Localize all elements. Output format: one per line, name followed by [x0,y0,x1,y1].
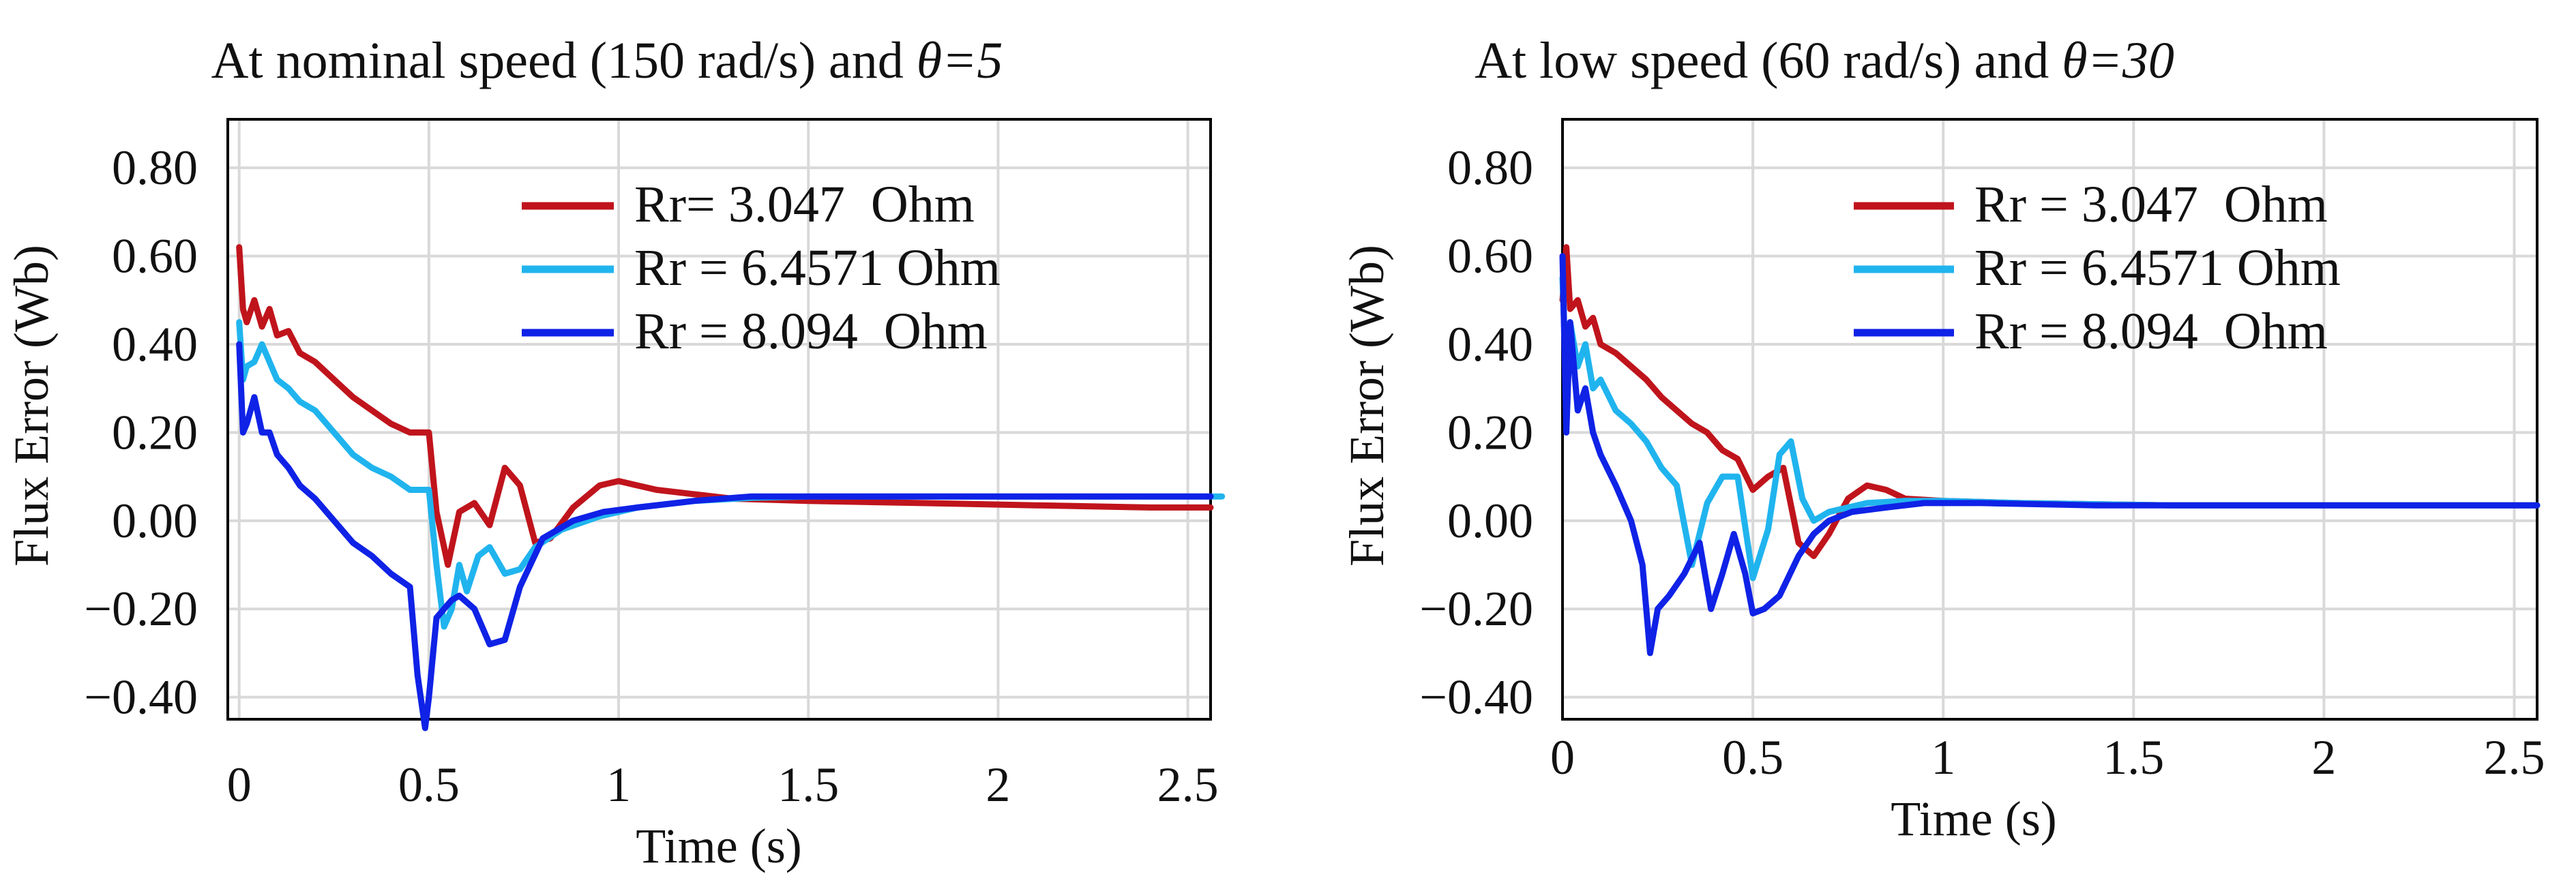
y-tick-label: −0.40 [1419,670,1533,725]
x-axis-ticks: 0 0.5 1 1.5 2 2.5 [227,757,1219,812]
y-axis-label: Flux Error (Wb) [1339,245,1394,567]
legend: Rr= 3.047 Ohm Rr = 6.4571 Ohm Rr = 8.094… [522,176,1001,360]
y-tick-label: 0.60 [112,229,198,284]
legend-label: Rr = 3.047 Ohm [1974,176,2328,233]
x-tick-label: 1.5 [778,757,839,812]
chart-low-speed: At low speed (60 rad/s) and θ=30 Flux Er… [1339,32,2545,846]
y-tick-label: 0.20 [112,405,198,459]
grid [1561,119,2537,719]
x-tick-label: 0 [1550,730,1575,785]
series-line-3 [236,341,1214,732]
y-tick-label: 0.00 [112,494,198,548]
legend-label: Rr = 8.094 Ohm [634,303,988,360]
series-group [1559,244,2541,657]
legend: Rr = 3.047 Ohm Rr = 6.4571 Ohm Rr = 8.09… [1854,176,2341,360]
chart-title: At nominal speed (150 rad/s) and θ=5 [211,32,1003,89]
series-line-2 [1559,275,2541,582]
x-tick-label: 2.5 [2484,730,2545,785]
series-group [236,244,1226,732]
y-tick-label: −0.20 [84,582,198,636]
x-tick-label: 0.5 [1722,730,1783,785]
y-tick-label: 0.60 [1447,229,1533,284]
chart-title: At low speed (60 rad/s) and θ=30 [1475,32,2174,89]
series-line-1 [236,244,1214,568]
x-axis-label: Time (s) [636,819,801,873]
y-tick-label: 0.20 [1447,405,1533,459]
chart-nominal-speed: At nominal speed (150 rad/s) and θ=5 Flu… [4,32,1226,873]
x-tick-label: 1 [1931,730,1955,785]
legend-label: Rr= 3.047 Ohm [634,176,975,233]
x-tick-label: 0 [227,757,252,812]
grid [228,119,1211,719]
y-tick-label: −0.20 [1419,582,1533,636]
plot-frame [226,118,1212,721]
series-line-2 [236,319,1226,630]
y-tick-label: 0.40 [1447,317,1533,372]
legend-label: Rr = 6.4571 Ohm [1974,239,2341,297]
x-axis-ticks: 0 0.5 1 1.5 2 2.5 [1550,730,2545,785]
y-axis-ticks: 0.80 0.60 0.40 0.20 0.00 −0.20 −0.40 [1419,140,1533,724]
legend-label: Rr = 6.4571 Ohm [634,239,1001,297]
y-tick-label: 0.80 [1447,140,1533,195]
y-tick-label: 0.80 [112,140,198,195]
y-axis-label: Flux Error (Wb) [4,245,59,567]
plot-frame [1561,118,2538,721]
x-tick-label: 0.5 [398,757,460,812]
x-tick-label: 1.5 [2103,730,2164,785]
series-line-3 [1559,253,2541,657]
x-tick-label: 2 [986,757,1010,812]
x-tick-label: 2.5 [1157,757,1219,812]
x-tick-label: 1 [606,757,631,812]
y-tick-label: 0.40 [112,317,198,372]
x-axis-label: Time (s) [1891,792,2056,846]
legend-label: Rr = 8.094 Ohm [1974,303,2328,360]
y-axis-ticks: 0.80 0.60 0.40 0.20 0.00 −0.20 −0.40 [84,140,198,724]
y-tick-label: 0.00 [1447,494,1533,548]
x-tick-label: 2 [2311,730,2336,785]
y-tick-label: −0.40 [84,670,198,725]
